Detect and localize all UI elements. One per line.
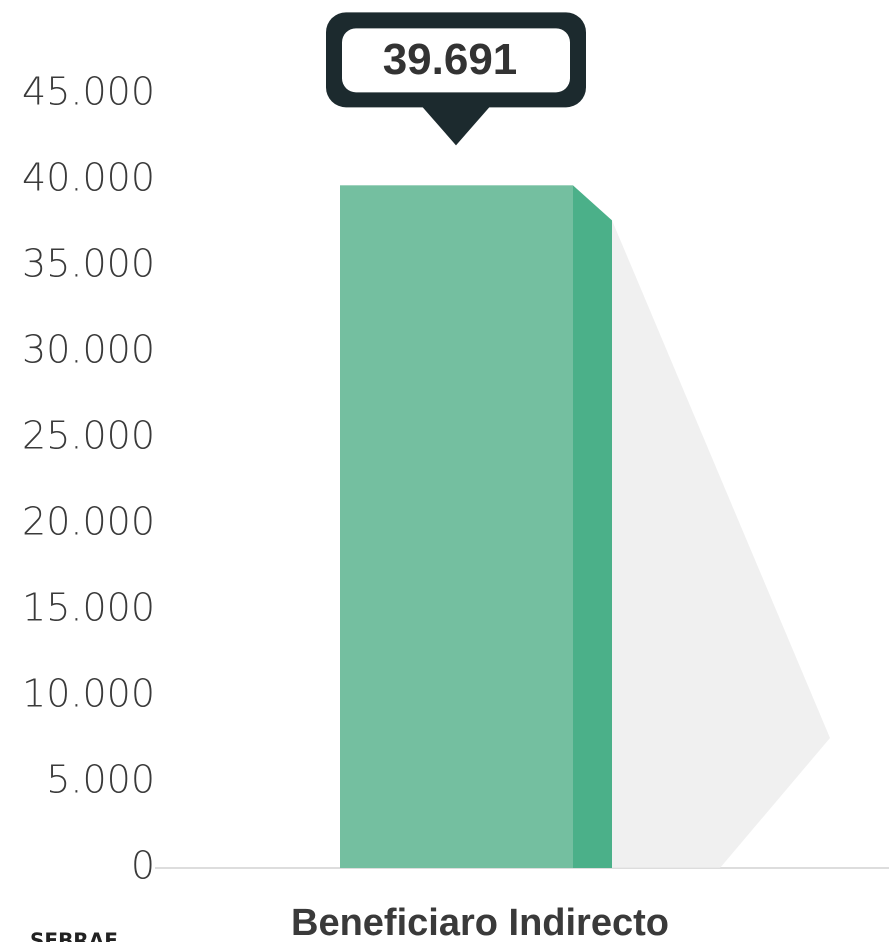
y-tick-label: 20.000 [22, 500, 155, 544]
y-tick-label: 0 [131, 844, 155, 888]
y-tick-label: 5.000 [46, 758, 155, 802]
x-tick-label: Beneficiaro Indirecto [291, 902, 669, 942]
bar [340, 185, 573, 868]
bar-shadow [612, 220, 830, 868]
y-tick-label: 15.000 [22, 586, 155, 630]
tooltip-pointer [421, 105, 491, 146]
y-tick-label: 25.000 [22, 414, 155, 458]
y-tick-label: 45.000 [22, 70, 155, 114]
y-tick-label: 30.000 [22, 328, 155, 372]
y-tick-label: 35.000 [22, 242, 155, 286]
y-tick-label: 10.000 [22, 672, 155, 716]
value-label: 39.691 [383, 35, 518, 84]
bar-side [573, 185, 612, 868]
tooltip-body [342, 28, 570, 93]
y-tick-label: 40.000 [22, 156, 155, 200]
source: SEBRAE [30, 929, 118, 942]
